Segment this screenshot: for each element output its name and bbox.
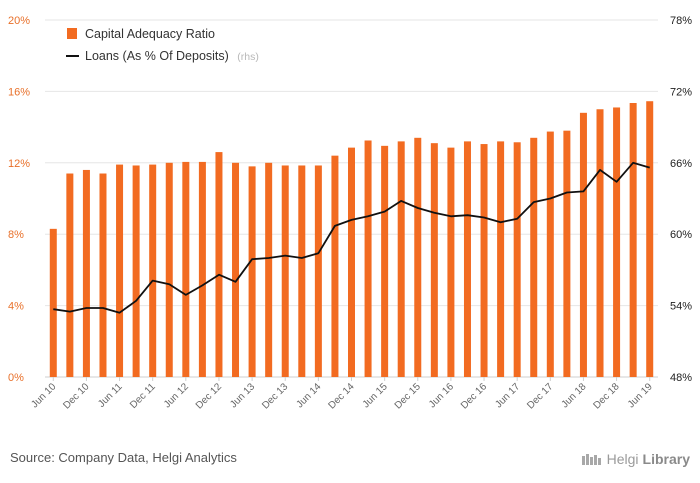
legend-rhs-note: (rhs): [237, 51, 259, 63]
bar: [546, 131, 554, 377]
y-axis-right: 48% 54% 60% 66% 72% 78%: [670, 15, 692, 384]
bar: [646, 101, 654, 377]
x-tick-label: Jun 13: [228, 381, 257, 410]
bar: [513, 142, 521, 377]
x-tick-label: Jun 12: [162, 381, 191, 410]
bar: [198, 161, 206, 377]
y-right-tick-label: 48%: [670, 372, 692, 384]
y-left-tick-label: 20%: [8, 15, 30, 27]
y-right-tick-label: 66%: [670, 158, 692, 170]
bar: [430, 143, 438, 377]
bar: [447, 147, 455, 377]
bar: [182, 161, 190, 377]
x-tick-label: Dec 17: [525, 381, 555, 411]
x-tick-label: Jun 10: [29, 381, 58, 410]
x-tick-label: Dec 11: [128, 381, 158, 411]
x-axis: Jun 10 Dec 10 Jun 11 Dec 11 Jun 12 Dec 12 Jun …: [29, 377, 655, 412]
bar: [314, 165, 322, 377]
bar: [497, 141, 505, 377]
bar: [364, 140, 372, 377]
y-left-tick-label: 4%: [8, 301, 24, 313]
bar: [281, 165, 289, 377]
x-tick-label: Jun 18: [560, 381, 589, 410]
bar: [99, 173, 107, 377]
line-series: [53, 161, 650, 314]
bar: [116, 164, 124, 377]
y-axis-left: 0% 4% 8% 12% 16% 20%: [8, 15, 30, 384]
library-icon: [581, 454, 601, 465]
bar: [579, 112, 587, 377]
bar: [298, 165, 306, 377]
legend-label-line: Loans (As % Of Deposits): [85, 49, 229, 63]
bar: [348, 147, 355, 377]
bar: [480, 144, 488, 377]
bar: [397, 141, 405, 377]
legend: Capital Adequacy Ratio Loans (As % Of De…: [66, 27, 259, 64]
legend-label-line-group: Loans (As % Of Deposits) (rhs): [85, 47, 259, 64]
y-right-tick-label: 54%: [670, 301, 692, 313]
bar: [248, 166, 256, 377]
legend-swatch-bar: [67, 28, 77, 39]
bar: [331, 155, 339, 377]
bar: [66, 173, 74, 377]
x-tick-label: Dec 16: [459, 381, 489, 411]
x-tick-label: Dec 13: [260, 381, 290, 411]
y-left-tick-label: 0%: [8, 372, 24, 384]
brand-name-2: Library: [642, 451, 690, 467]
bar: [613, 107, 621, 377]
x-tick-label: Jun 19: [626, 381, 655, 410]
x-tick-label: Jun 17: [493, 381, 522, 410]
bar: [629, 103, 637, 377]
loans-line: [53, 161, 650, 314]
x-tick-label: Jun 14: [294, 381, 323, 410]
bar: [232, 162, 240, 377]
y-right-tick-label: 60%: [670, 229, 692, 241]
y-right-tick-label: 78%: [670, 15, 692, 27]
bar: [596, 109, 604, 377]
bar: [82, 169, 90, 377]
y-left-tick-label: 8%: [8, 229, 24, 241]
brand-logo: Helgi Library: [581, 451, 690, 467]
legend-label-bar: Capital Adequacy Ratio: [85, 27, 215, 41]
bar: [530, 137, 538, 377]
x-tick-label: Dec 10: [61, 381, 91, 411]
bar: [132, 165, 140, 377]
bar: [463, 141, 471, 377]
y-left-tick-label: 16%: [8, 86, 30, 98]
source-note: Source: Company Data, Helgi Analytics: [10, 450, 237, 465]
bar: [414, 137, 422, 377]
bar-series: [49, 101, 654, 377]
x-tick-label: Jun 16: [427, 381, 456, 410]
x-tick-label: Jun 15: [361, 381, 390, 410]
bar: [165, 162, 173, 377]
y-right-tick-label: 72%: [670, 86, 692, 98]
y-left-tick-label: 12%: [8, 158, 30, 170]
x-tick-label: Dec 15: [393, 381, 423, 411]
x-tick-label: Jun 11: [96, 381, 125, 410]
bar: [215, 152, 223, 377]
bar: [381, 145, 389, 377]
bar: [563, 130, 571, 377]
x-tick-label: Dec 18: [592, 381, 622, 411]
bar: [265, 162, 273, 377]
bar: [149, 164, 157, 377]
brand-name-1: Helgi: [606, 451, 639, 467]
bar: [49, 228, 57, 377]
x-tick-label: Dec 12: [194, 381, 224, 411]
x-tick-label: Dec 14: [326, 381, 356, 411]
